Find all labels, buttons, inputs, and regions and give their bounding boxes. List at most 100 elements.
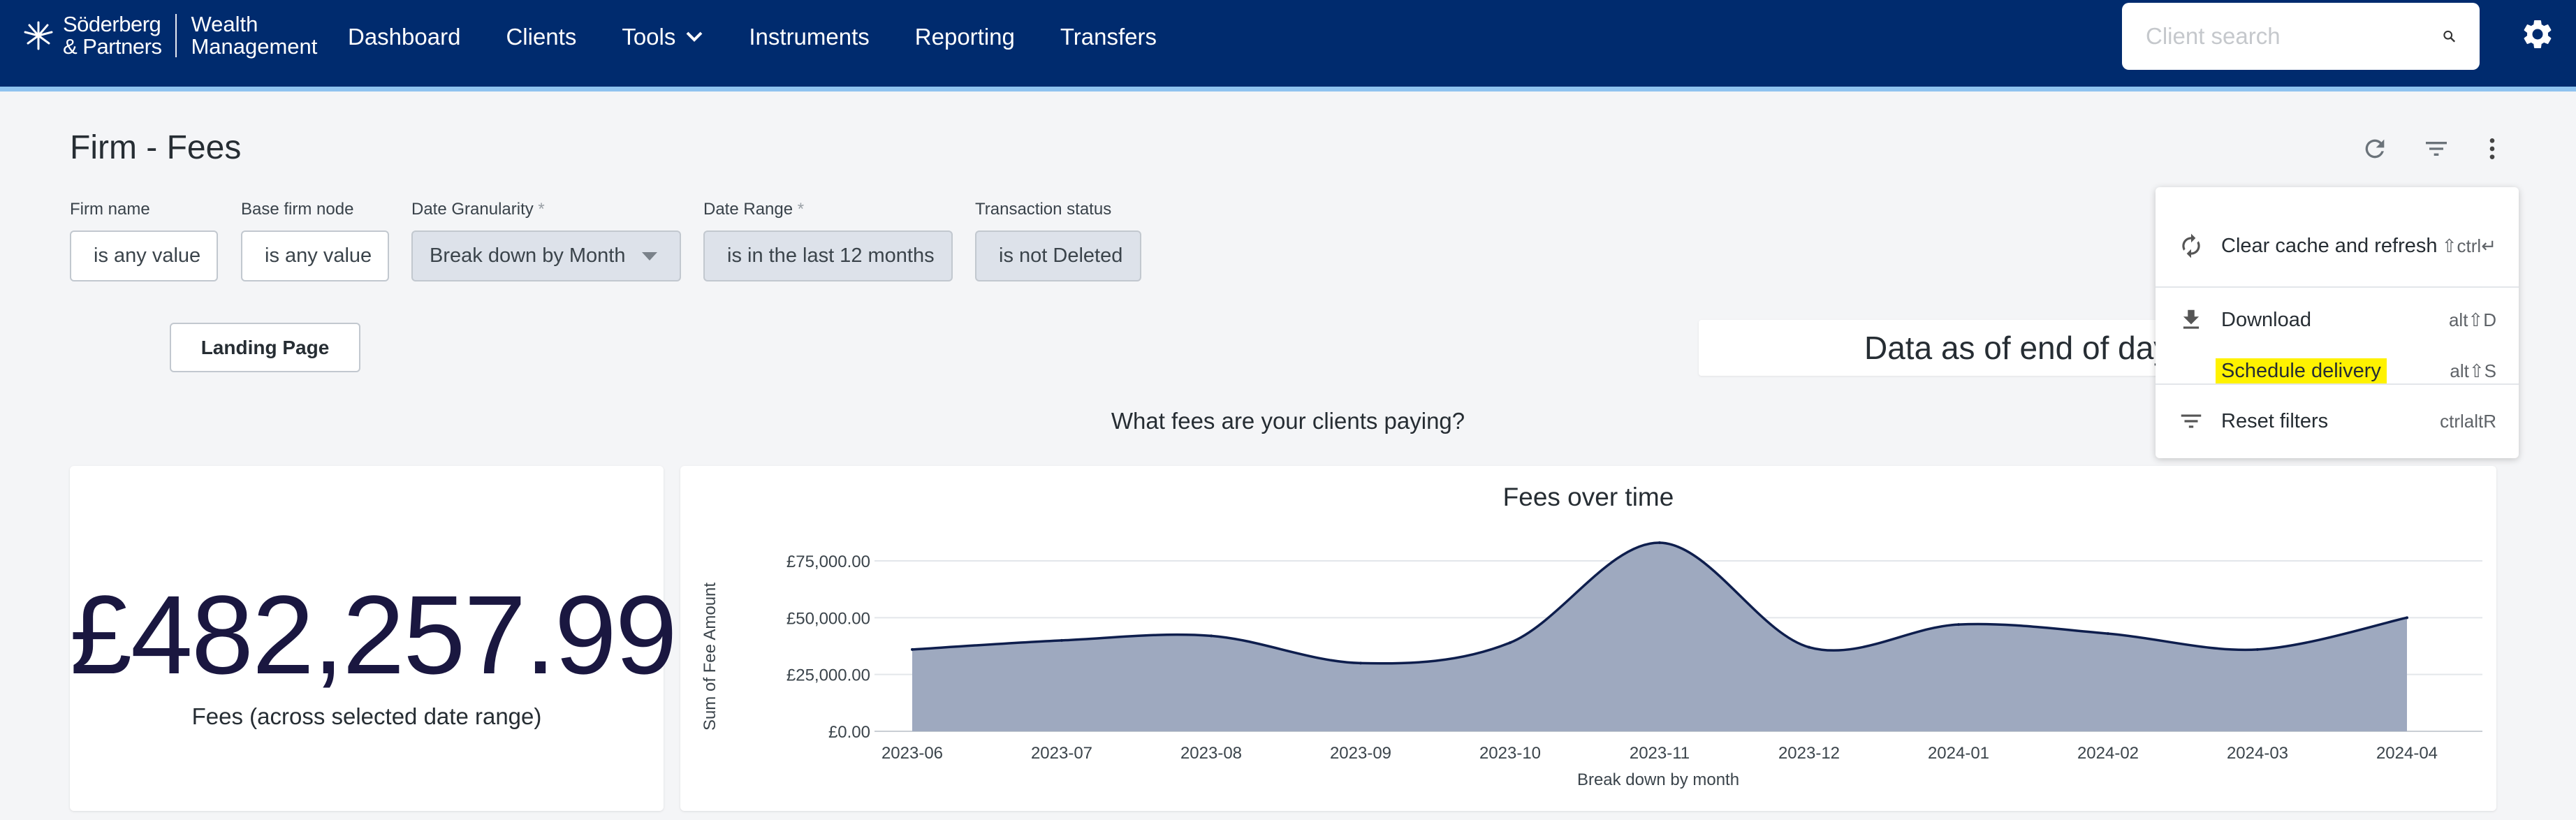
required-marker: * [538,200,545,219]
filter-date-range-label: Date Range * [703,200,953,219]
gear-icon[interactable] [2520,17,2555,52]
filter-transaction-status-label: Transaction status [975,200,1141,219]
brand-name: Söderberg & Partners [63,12,162,59]
filter-firm-name-input[interactable]: is any value [70,230,218,281]
y-tick-label: £0.00 [828,723,870,742]
nav-clients[interactable]: Clients [506,24,576,50]
data-point [2107,632,2109,636]
brand-subtitle-line2: Management [191,34,318,59]
filter-date-granularity-value: Break down by Month [430,244,626,267]
menu-divider [2156,383,2519,385]
caret-down-icon [642,251,657,261]
brand-subtitle-line1: Wealth [191,12,258,36]
menu-item-label: Reset filters [2221,409,2329,432]
nav-dashboard[interactable]: Dashboard [348,24,460,50]
nav-reporting[interactable]: Reporting [915,24,1015,50]
fees-over-time-chart: £0.00 £25,000.00 £50,000.00 £75,000.00 2023-… [701,541,2482,789]
client-search-box [2122,3,2480,70]
menu-item-schedule-delivery[interactable]: Schedule delivery alt⇧S [2156,346,2519,395]
menu-item-clear-cache[interactable]: Clear cache and refresh ⇧ctrl↵ [2156,221,2519,270]
x-tick-label: 2023-12 [1778,744,1840,763]
brand-name-line1: Söderberg [63,12,161,36]
nav-tools[interactable]: Tools [622,24,703,50]
main-nav: Dashboard Clients Tools Instruments Repo… [348,20,1202,54]
filter-transaction-status: Transaction status is not Deleted [975,200,1141,281]
brand-emblem-icon [24,21,53,50]
top-navigation-bar: Söderberg & Partners Wealth Management D… [0,0,2576,91]
refresh-icon[interactable] [2361,135,2389,163]
filter-label-text: Transaction status [975,200,1112,219]
total-fees-label: Fees (across selected date range) [191,703,542,729]
x-tick-label: 2023-08 [1180,744,1242,763]
filter-date-granularity-label: Date Granularity * [411,200,681,219]
x-tick-label: 2023-07 [1031,744,1092,763]
menu-item-shortcut: ⇧ctrl↵ [2441,235,2496,256]
brand-subtitle: Wealth Management [191,13,317,58]
chart-title: Fees over time [1502,483,1674,511]
data-point [1808,645,1810,649]
menu-item-label: Schedule delivery [2216,358,2387,384]
fees-over-time-card: Fees over time £0.00 £25,000.00 £50,000.00… [680,466,2496,811]
dashboard-actions-menu: Clear cache and refresh ⇧ctrl↵ Download … [2156,187,2519,458]
filter-base-firm-node-input[interactable]: is any value [241,230,389,281]
data-point [911,647,914,651]
data-point [2406,616,2408,620]
menu-item-download[interactable]: Download alt⇧D [2156,295,2519,344]
filter-label-text: Base firm node [241,200,354,219]
filter-label-text: Firm name [70,200,150,219]
y-tick-label: £25,000.00 [786,666,870,685]
brand-logo[interactable]: Söderberg & Partners Wealth Management [22,11,317,60]
data-point [1359,661,1362,665]
fees-area [912,542,2407,731]
menu-item-shortcut: alt⇧D [2448,309,2496,330]
x-tick-label: 2024-03 [2227,744,2288,763]
download-icon [2183,309,2200,329]
data-as-of-tile: Data as of end of day [1699,320,2202,376]
nav-instruments[interactable]: Instruments [749,24,869,50]
data-point [1957,623,1960,627]
chevron-down-icon [686,31,703,42]
filter-base-firm-node-label: Base firm node [241,200,389,219]
y-tick-label: £50,000.00 [786,609,870,628]
filter-firm-name: Firm name is any value [70,200,218,281]
menu-item-shortcut: alt⇧S [2450,360,2496,381]
y-tick-label: £75,000.00 [786,552,870,571]
nav-clients-label: Clients [506,24,577,50]
filter-base-firm-node: Base firm node is any value [241,200,389,281]
menu-divider [2156,286,2519,288]
filter-label-text: Date Range [703,200,793,219]
x-tick-label: 2023-06 [881,744,943,763]
nav-tools-label: Tools [622,24,676,50]
nav-transfers[interactable]: Transfers [1060,24,1157,50]
landing-page-button[interactable]: Landing Page [170,323,360,372]
filter-transaction-status-input[interactable]: is not Deleted [975,230,1141,281]
menu-item-reset-filters[interactable]: Reset filters ctrlaltR [2156,397,2519,446]
filter-date-granularity: Date Granularity * Break down by Month [411,200,681,281]
data-point [1210,634,1213,638]
more-vert-icon[interactable] [2478,135,2506,163]
data-point [2256,647,2259,651]
x-tick-label: 2023-09 [1330,744,1391,763]
filter-icon[interactable] [2422,135,2450,163]
search-icon[interactable] [2443,25,2456,47]
x-axis-title: Break down by month [1577,770,1739,789]
menu-item-label: Download [2221,308,2311,331]
nav-reporting-label: Reporting [914,24,1015,50]
total-fees-value: £482,257.99 [70,572,678,697]
filter-icon [2181,414,2202,428]
data-point [1509,641,1512,645]
x-tick-label: 2024-01 [1928,744,1989,763]
filter-label-text: Date Granularity [411,200,534,219]
menu-item-label: Clear cache and refresh [2221,234,2438,257]
x-tick-label: 2024-02 [2077,744,2139,763]
y-axis-title: Sum of Fee Amount [701,583,719,731]
filter-date-range-input[interactable]: is in the last 12 months [703,230,953,281]
data-point [1658,541,1661,544]
client-search-input[interactable] [2146,23,2443,50]
filter-date-granularity-select[interactable]: Break down by Month [411,230,681,281]
required-marker: * [797,200,805,219]
brand-name-line2: & Partners [63,34,162,59]
x-tick-label: 2024-04 [2376,744,2438,763]
nav-dashboard-label: Dashboard [348,24,461,50]
nav-instruments-label: Instruments [749,24,870,50]
